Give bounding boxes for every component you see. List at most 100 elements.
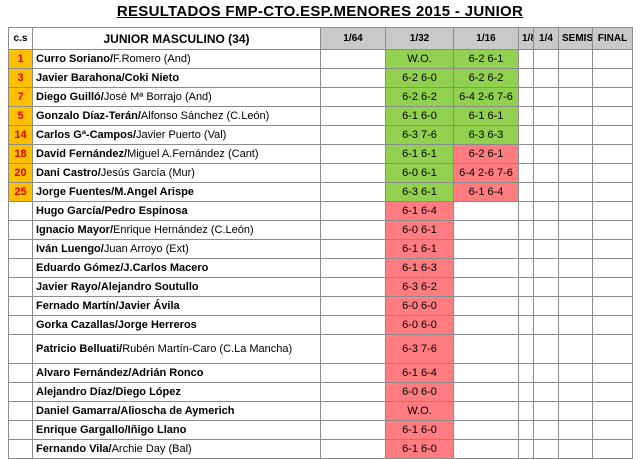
round-cell — [533, 258, 559, 278]
round-cell — [533, 163, 559, 183]
round-cell — [533, 277, 559, 297]
result-cell: 6-1 6-0 — [385, 106, 454, 126]
round-cell — [592, 106, 633, 126]
result-cell: 6-0 6-0 — [385, 382, 454, 402]
round-cell — [518, 182, 534, 202]
round-cell — [533, 363, 559, 383]
player-1: Iván Luengo/ — [36, 243, 104, 255]
player-1: Patricio Belluati/ — [36, 343, 123, 355]
player-2: Rubén Martín-Caro (C.La Mancha) — [122, 343, 293, 355]
round-cell — [320, 182, 386, 202]
result-cell: 6-2 6-2 — [385, 87, 454, 107]
seed-cell — [8, 315, 33, 335]
round-cell — [533, 182, 559, 202]
result-cell: 6-3 6-3 — [453, 125, 519, 145]
seed-cell — [8, 382, 33, 402]
round-cell — [592, 144, 633, 164]
result-cell: 6-0 6-0 — [385, 315, 454, 335]
round-cell — [592, 220, 633, 240]
column-header: 1/8 — [518, 27, 534, 50]
round-cell — [592, 401, 633, 421]
round-cell — [518, 258, 534, 278]
table-body: 1 Curro Soriano/F.Romero (And) W.O. 6-2 6-1… — [8, 49, 633, 459]
seed-cell — [8, 363, 33, 383]
round-cell — [320, 87, 386, 107]
result-cell — [453, 201, 519, 221]
pair-cell: Javier Rayo/Alejandro Soutullo — [32, 277, 321, 297]
pair-cell: Iván Luengo/Juan Arroyo (Ext) — [32, 239, 321, 259]
player-1: Eduardo Gómez/J.Carlos Macero — [36, 262, 209, 274]
round-cell — [558, 296, 593, 316]
result-cell — [453, 420, 519, 440]
seed-cell — [8, 401, 33, 421]
table-row: 7 Diego Guilló/José Mª Borrajo (And) 6-2 6… — [8, 87, 633, 107]
table-row: Eduardo Gómez/J.Carlos Macero 6-1 6-3 — [8, 258, 633, 278]
player-1: Alejandro Díaz/Diego López — [36, 386, 181, 398]
round-cell — [533, 315, 559, 335]
player-1: Jorge Fuentes/M.Angel Arispe — [36, 186, 194, 198]
round-cell — [320, 334, 386, 364]
pair-cell: Jorge Fuentes/M.Angel Arispe — [32, 182, 321, 202]
round-cell — [533, 382, 559, 402]
result-cell: 6-2 6-1 — [453, 49, 519, 69]
round-cell — [558, 163, 593, 183]
round-cell — [592, 49, 633, 69]
round-cell — [558, 49, 593, 69]
pair-cell: Eduardo Gómez/J.Carlos Macero — [32, 258, 321, 278]
round-cell — [320, 296, 386, 316]
round-cell — [320, 163, 386, 183]
round-cell — [558, 182, 593, 202]
result-cell — [453, 363, 519, 383]
result-cell: 6-4 2-6 7-6 — [453, 87, 519, 107]
round-cell — [592, 315, 633, 335]
seed-cell — [8, 439, 33, 459]
round-cell — [518, 201, 534, 221]
round-cell — [320, 363, 386, 383]
result-cell: 6-2 6-0 — [385, 68, 454, 88]
table-row: 25 Jorge Fuentes/M.Angel Arispe 6-3 6-1 6-1… — [8, 182, 633, 202]
round-cell — [558, 420, 593, 440]
round-cell — [592, 296, 633, 316]
player-1: Alvaro Fernández/Adrián Ronco — [36, 367, 204, 379]
round-cell — [320, 125, 386, 145]
seed-cell: 14 — [8, 125, 33, 145]
player-1: Diego Guilló/ — [36, 91, 104, 103]
round-cell — [533, 220, 559, 240]
round-cell — [533, 439, 559, 459]
seed-cell: 3 — [8, 68, 33, 88]
result-cell: 6-3 7-6 — [385, 334, 454, 364]
round-cell — [320, 315, 386, 335]
table-row: 1 Curro Soriano/F.Romero (And) W.O. 6-2 6-1 — [8, 49, 633, 69]
table-row: 20 Dani Castro/Jesús García (Mur) 6-0 6-1 6… — [8, 163, 633, 183]
result-cell: 6-4 2-6 7-6 — [453, 163, 519, 183]
result-cell — [453, 239, 519, 259]
round-cell — [592, 201, 633, 221]
player-1: Enrique Gargallo/Iñigo Llano — [36, 424, 187, 436]
result-cell: 6-1 6-0 — [385, 420, 454, 440]
seed-cell — [8, 420, 33, 440]
round-cell — [533, 334, 559, 364]
round-cell — [592, 258, 633, 278]
player-2: Archie Day (Bal) — [111, 443, 192, 455]
result-cell: 6-1 6-4 — [385, 363, 454, 383]
result-cell — [453, 258, 519, 278]
seed-cell — [8, 239, 33, 259]
table-row: Fernado Martín/Javier Ávila 6-0 6-0 — [8, 296, 633, 316]
round-cell — [592, 239, 633, 259]
seed-cell: 7 — [8, 87, 33, 107]
round-cell — [558, 87, 593, 107]
result-cell: 6-1 6-1 — [385, 144, 454, 164]
seed-cell: 1 — [8, 49, 33, 69]
result-cell: 6-0 6-0 — [385, 296, 454, 316]
pair-cell: Fernando Vila/Archie Day (Bal) — [32, 439, 321, 459]
table-row: Gorka Cazallas/Jorge Herreros 6-0 6-0 — [8, 315, 633, 335]
round-cell — [320, 258, 386, 278]
table-row: Daniel Gamarra/Alioscha de Aymerich W.O. — [8, 401, 633, 421]
player-1: Javier Barahona/Coki Nieto — [36, 72, 180, 84]
pair-cell: Gorka Cazallas/Jorge Herreros — [32, 315, 321, 335]
seed-cell: 18 — [8, 144, 33, 164]
pair-cell: Gonzalo Díaz-Terán/Alfonso Sánchez (C.Le… — [32, 106, 321, 126]
round-cell — [533, 125, 559, 145]
table-row: Ignacio Mayor/Enrique Hernández (C.León)… — [8, 220, 633, 240]
